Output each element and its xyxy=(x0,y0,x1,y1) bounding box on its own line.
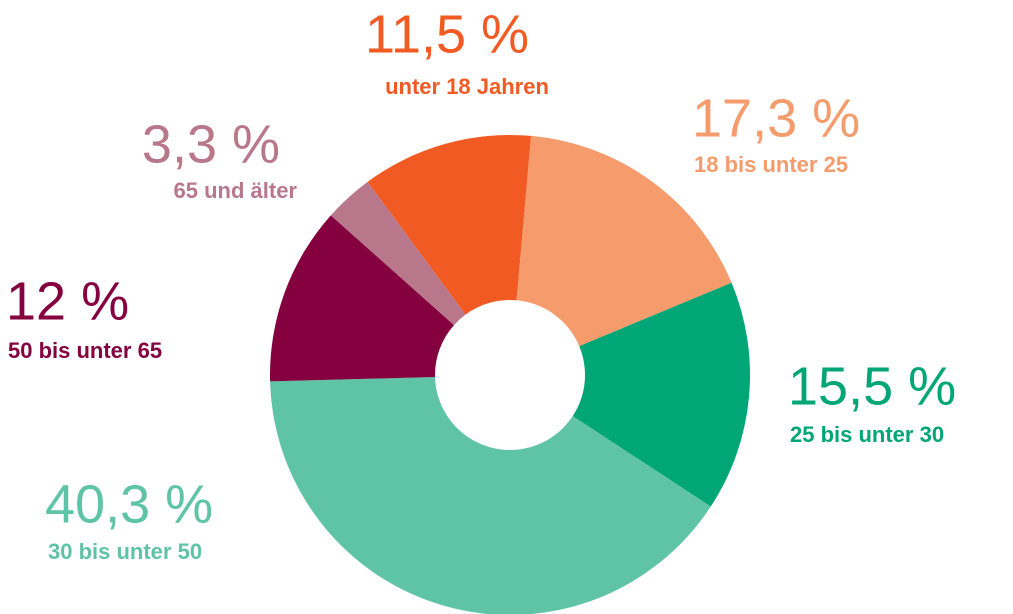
value-label: 12 % xyxy=(6,271,129,331)
donut-slice xyxy=(367,135,532,315)
category-label: 18 bis unter 25 xyxy=(694,152,848,177)
donut-slice xyxy=(270,377,711,614)
category-label: 50 bis unter 65 xyxy=(8,338,162,363)
category-label: 30 bis unter 50 xyxy=(48,539,202,564)
category-label: 65 und älter xyxy=(174,178,298,203)
value-label: 17,3 % xyxy=(692,88,860,148)
donut-slice xyxy=(330,181,466,326)
category-label: unter 18 Jahren xyxy=(385,74,549,99)
value-label: 3,3 % xyxy=(142,114,280,174)
donut-slice xyxy=(270,215,455,382)
value-label: 11,5 % xyxy=(365,4,529,64)
value-label: 15,5 % xyxy=(788,356,956,416)
donut-slice xyxy=(572,282,750,507)
value-label: 40,3 % xyxy=(45,474,213,534)
category-label: 25 bis unter 30 xyxy=(790,422,944,447)
donut-slice xyxy=(516,135,732,347)
